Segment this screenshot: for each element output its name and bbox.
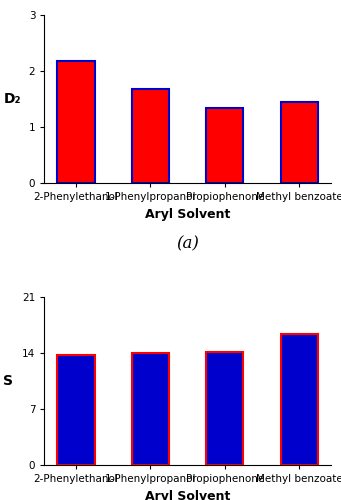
Bar [132,89,169,184]
Bar [57,61,94,184]
X-axis label: Aryl Solvent: Aryl Solvent [145,490,230,500]
X-axis label: Aryl Solvent: Aryl Solvent [145,208,230,221]
Text: (a): (a) [176,236,199,252]
Bar [281,334,318,465]
Bar [281,102,318,184]
Y-axis label: D₂: D₂ [3,92,21,106]
Y-axis label: S: S [3,374,13,388]
Bar [206,352,243,465]
Bar [132,352,169,465]
Bar [206,108,243,184]
Bar [57,355,94,465]
